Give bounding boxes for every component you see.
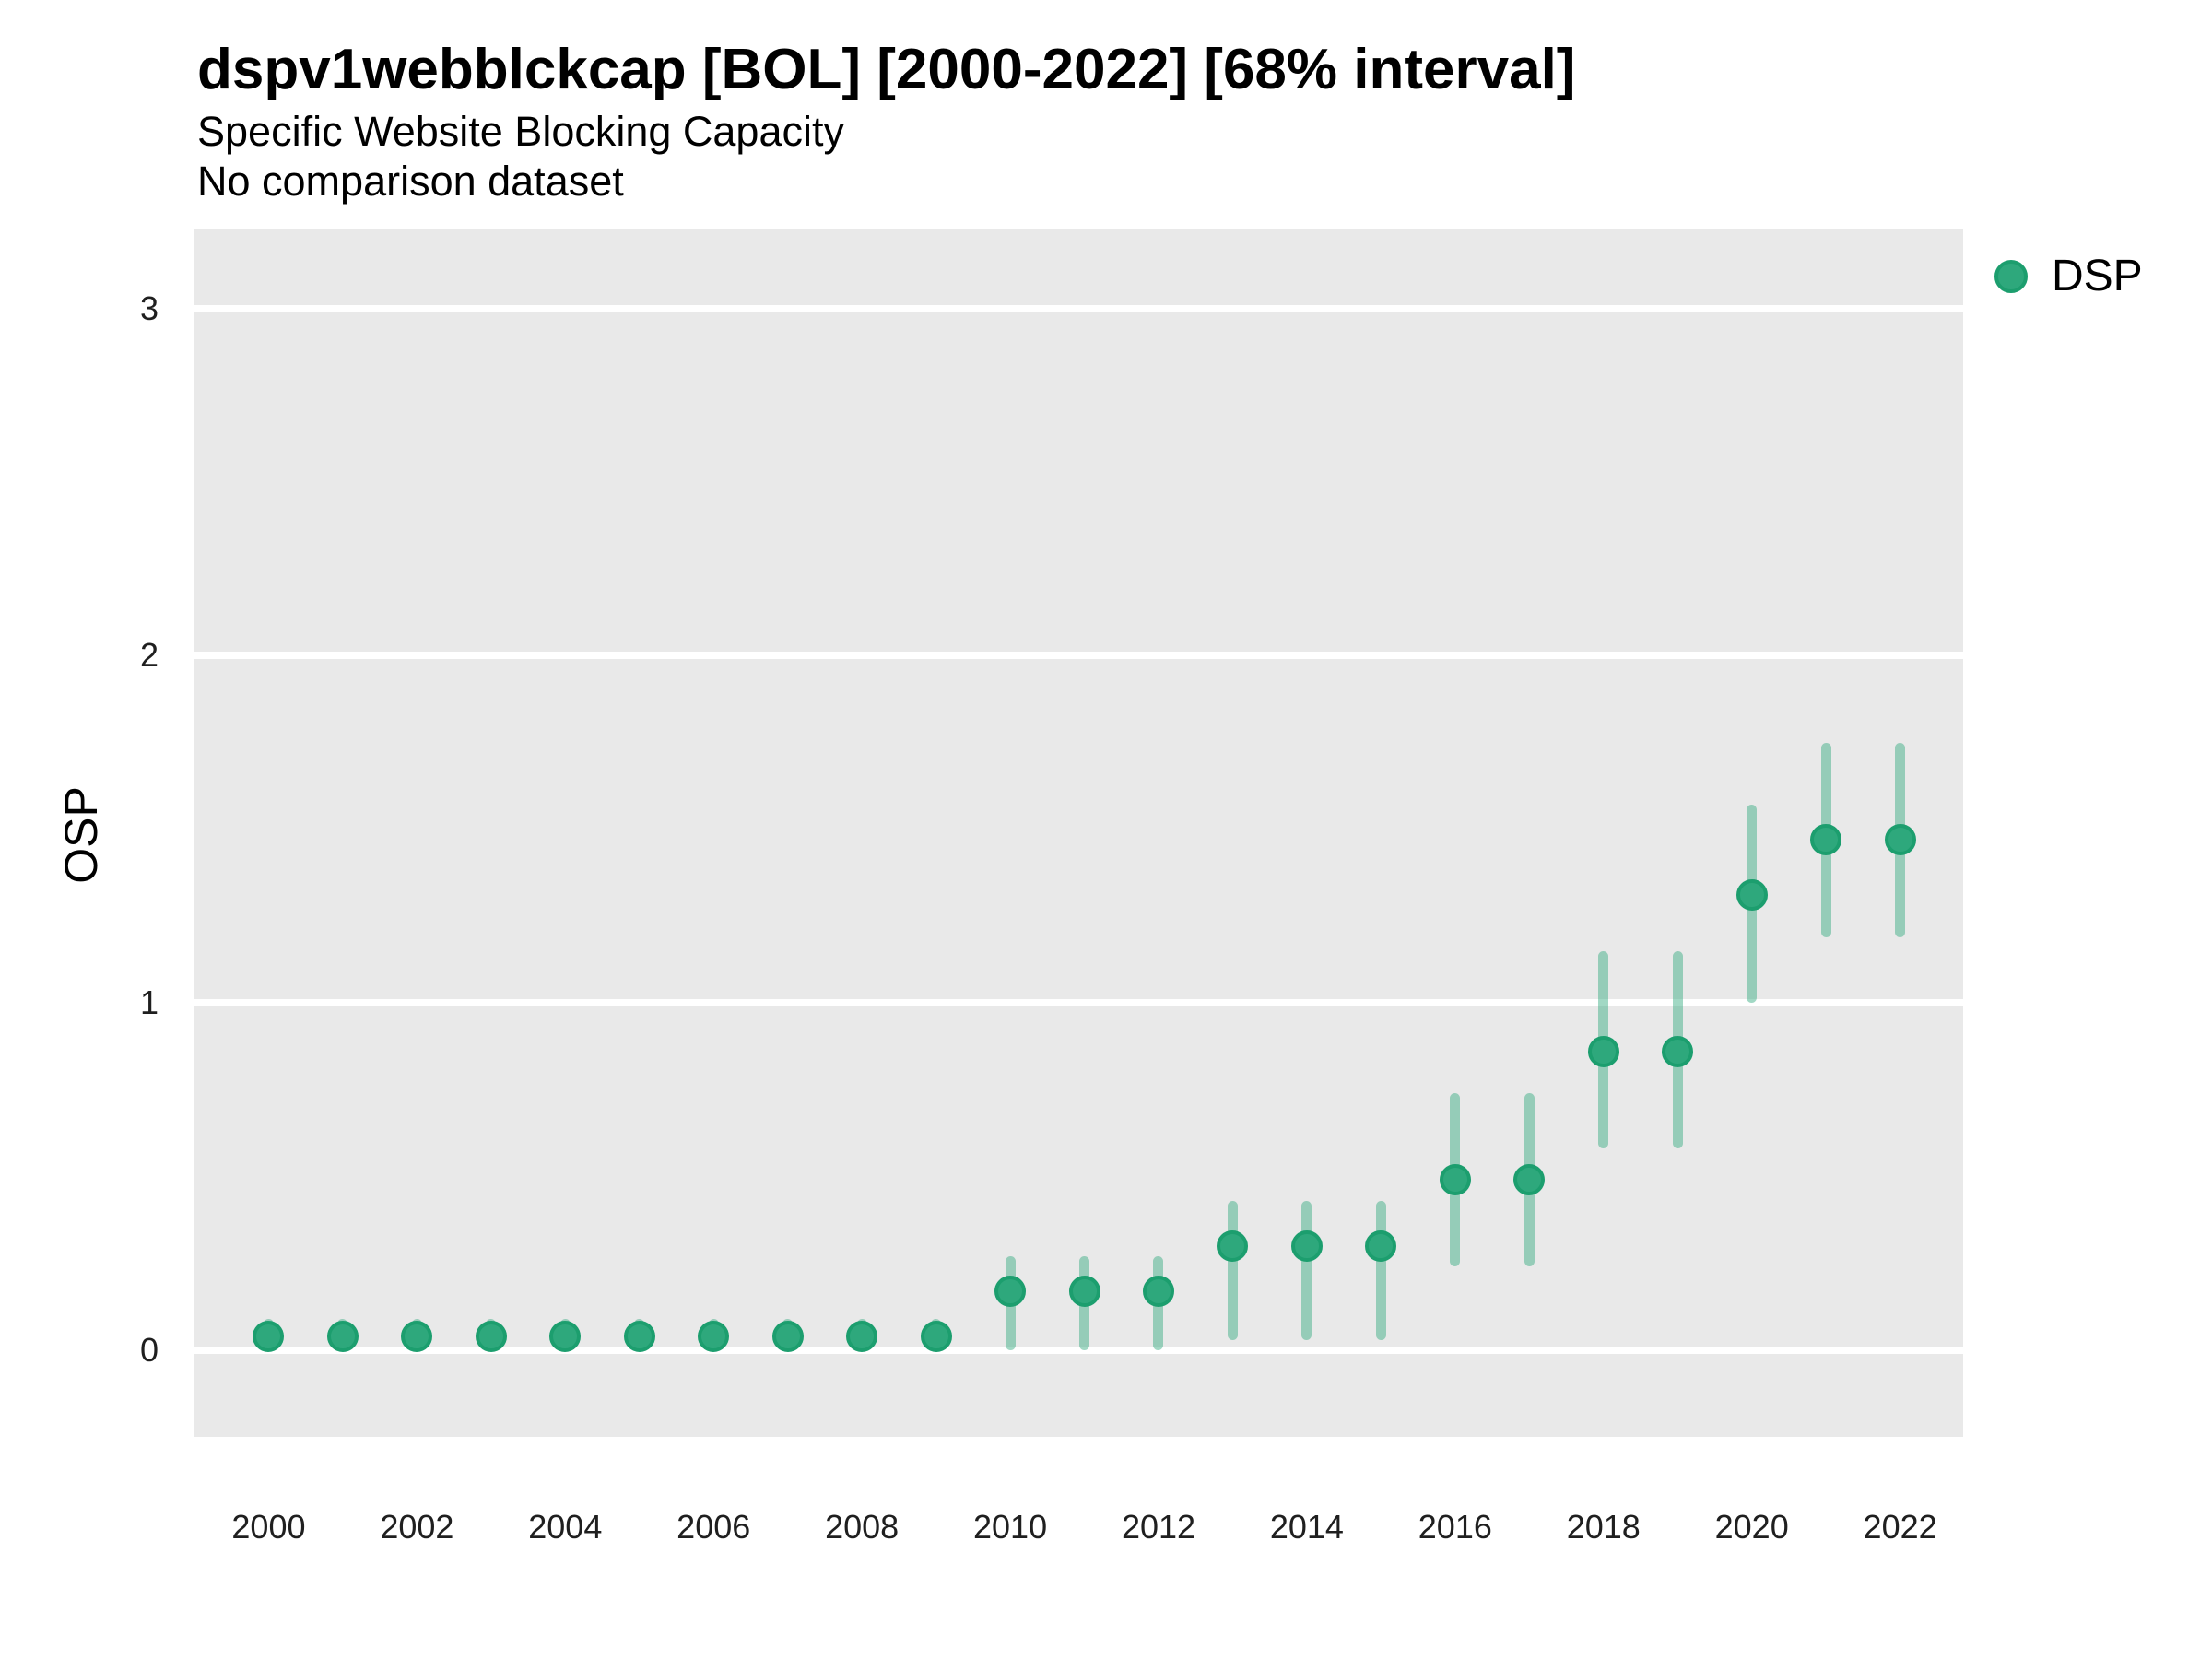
data-point — [1735, 879, 1768, 912]
x-tick-label: 2016 — [1418, 1508, 1492, 1546]
gridline-y-2 — [194, 652, 1963, 660]
x-tick-label: 2000 — [231, 1508, 306, 1546]
gridline-y-3 — [194, 304, 1963, 312]
data-point — [1587, 1035, 1619, 1067]
x-tick-label: 2014 — [1269, 1508, 1344, 1546]
interval-bar — [1301, 1200, 1312, 1340]
legend-marker-circle-icon — [1994, 260, 2028, 293]
data-point — [1142, 1275, 1174, 1307]
data-point — [920, 1320, 952, 1352]
data-point — [1068, 1275, 1100, 1307]
data-point — [253, 1320, 285, 1352]
data-point — [1513, 1164, 1546, 1196]
data-point — [771, 1320, 804, 1352]
data-point — [1217, 1230, 1249, 1262]
chart-note: No comparison dataset — [197, 158, 624, 205]
y-tick-label: 0 — [139, 1330, 159, 1369]
data-point — [401, 1320, 433, 1352]
data-point — [326, 1320, 359, 1352]
data-point — [994, 1275, 1027, 1307]
x-tick-label: 2002 — [380, 1508, 454, 1546]
data-point — [1662, 1035, 1694, 1067]
x-tick-label: 2006 — [677, 1508, 751, 1546]
data-point — [1439, 1164, 1471, 1196]
plot-panel — [194, 229, 1963, 1437]
data-point — [475, 1320, 507, 1352]
y-tick-label: 1 — [139, 983, 159, 1022]
data-point — [846, 1320, 878, 1352]
data-point — [1365, 1230, 1397, 1262]
x-tick-label: 2022 — [1863, 1508, 1937, 1546]
legend-item-label: DSP — [2052, 252, 2143, 300]
chart-title: dspv1webblckcap [BOL] [2000-2022] [68% i… — [197, 38, 1576, 101]
x-tick-label: 2012 — [1121, 1508, 1196, 1546]
interval-bar — [1227, 1200, 1238, 1340]
y-axis-title: OSP — [55, 786, 107, 884]
x-tick-label: 2004 — [528, 1508, 603, 1546]
x-tick-label: 2020 — [1714, 1508, 1789, 1546]
y-tick-label: 2 — [139, 636, 159, 675]
x-tick-label: 2018 — [1566, 1508, 1641, 1546]
gridline-y-0 — [194, 1346, 1963, 1354]
data-point — [698, 1320, 730, 1352]
x-tick-label: 2010 — [973, 1508, 1048, 1546]
gridline-y-1 — [194, 999, 1963, 1007]
data-point — [549, 1320, 582, 1352]
x-tick-label: 2008 — [825, 1508, 900, 1546]
interval-bar — [1375, 1200, 1386, 1340]
data-point — [1810, 824, 1842, 856]
chart-subtitle: Specific Website Blocking Capacity — [197, 108, 844, 155]
data-point — [1290, 1230, 1323, 1262]
data-point — [1884, 824, 1916, 856]
y-tick-label: 3 — [139, 288, 159, 327]
data-point — [623, 1320, 655, 1352]
